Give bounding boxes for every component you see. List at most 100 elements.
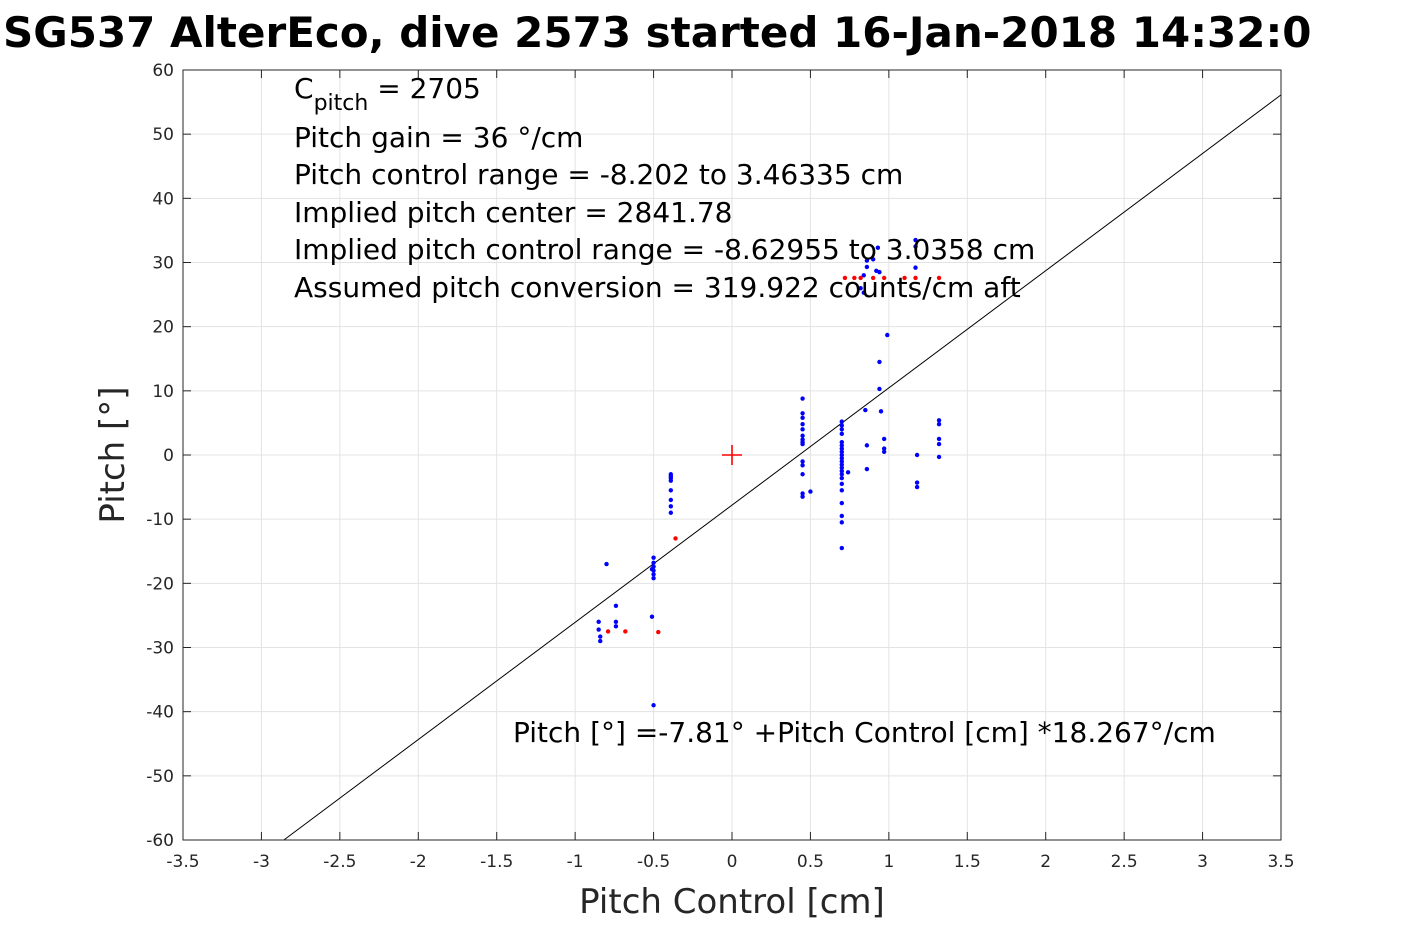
data-point-blue bbox=[870, 257, 876, 262]
data-point-red bbox=[623, 629, 628, 634]
x-tick-label: 3.5 bbox=[1267, 852, 1294, 872]
data-point-blue bbox=[863, 407, 868, 413]
y-tick-label: -60 bbox=[146, 831, 174, 851]
data-point-blue bbox=[877, 386, 882, 392]
x-tick-label: 0.5 bbox=[797, 852, 824, 872]
center-marker-layer bbox=[722, 445, 742, 465]
data-point-blue bbox=[913, 265, 918, 270]
x-tick-label: -2 bbox=[410, 852, 427, 872]
data-point-blue bbox=[839, 431, 844, 437]
data-point-blue bbox=[839, 452, 844, 458]
data-point-blue bbox=[881, 446, 887, 451]
data-point-red bbox=[842, 275, 848, 281]
c-pitch-value: = 2705 bbox=[368, 72, 481, 105]
x-tick-label: 3 bbox=[1197, 852, 1208, 872]
data-point-blue bbox=[651, 572, 656, 577]
x-tick-label: 2.5 bbox=[1111, 852, 1138, 872]
data-point-blue bbox=[596, 619, 601, 625]
data-point-blue bbox=[839, 500, 844, 506]
data-point-blue bbox=[839, 443, 844, 448]
data-point-blue bbox=[839, 446, 844, 451]
data-point-blue bbox=[800, 459, 805, 464]
y-tick-label: -40 bbox=[146, 703, 174, 723]
data-point-blue bbox=[864, 466, 870, 472]
data-point-red bbox=[656, 629, 661, 635]
data-point-blue bbox=[839, 427, 844, 432]
data-point-blue bbox=[839, 468, 844, 474]
data-point-blue bbox=[613, 619, 619, 625]
data-point-blue bbox=[800, 422, 805, 427]
data-point-blue bbox=[839, 465, 844, 471]
annotation-pitch-conversion: Assumed pitch conversion = 319.922 count… bbox=[294, 271, 1021, 304]
y-tick-label: -30 bbox=[146, 639, 174, 659]
data-point-blue bbox=[668, 478, 674, 483]
y-tick-label: -50 bbox=[146, 767, 174, 787]
x-tick-label: 1 bbox=[883, 852, 894, 872]
y-tick-label: 0 bbox=[163, 446, 174, 466]
data-point-blue bbox=[864, 443, 870, 448]
data-point-red bbox=[913, 275, 918, 281]
data-point-red bbox=[852, 275, 857, 281]
data-point-blue bbox=[808, 489, 813, 494]
data-point-blue bbox=[839, 472, 844, 477]
data-point-blue bbox=[651, 703, 656, 708]
data-point-blue bbox=[878, 409, 884, 414]
y-tick-label: 40 bbox=[152, 189, 174, 209]
data-points bbox=[596, 237, 942, 708]
data-point-blue bbox=[877, 269, 882, 275]
x-tick-label: -2.5 bbox=[323, 852, 356, 872]
x-tick-label: -1 bbox=[567, 852, 584, 872]
data-point-blue bbox=[845, 470, 851, 475]
x-tick-label: 2 bbox=[1040, 852, 1051, 872]
data-point-blue bbox=[936, 441, 942, 447]
data-point-red bbox=[605, 629, 611, 634]
data-point-red bbox=[936, 275, 942, 281]
y-tick-label: 50 bbox=[152, 125, 174, 145]
data-point-blue bbox=[839, 456, 844, 461]
data-point-blue bbox=[914, 480, 920, 485]
chart-title: SG537 AlterEco, dive 2573 started 16-Jan… bbox=[3, 8, 1311, 57]
data-point-blue bbox=[800, 494, 805, 499]
data-point-blue bbox=[800, 463, 805, 468]
y-tick-label: 20 bbox=[152, 318, 174, 338]
annotation-implied-control-range: Implied pitch control range = -8.62955 t… bbox=[294, 233, 1035, 266]
data-point-blue bbox=[800, 433, 805, 438]
data-point-blue bbox=[800, 491, 805, 496]
data-point-blue bbox=[839, 419, 844, 424]
data-point-blue bbox=[839, 475, 844, 481]
x-axis-label: Pitch Control [cm] bbox=[579, 882, 885, 922]
annotation-c-pitch: Cpitch = 2705 bbox=[294, 72, 481, 116]
data-point-blue bbox=[800, 472, 805, 477]
data-point-blue bbox=[598, 634, 603, 639]
data-point-red bbox=[858, 275, 863, 281]
data-point-blue bbox=[613, 624, 619, 629]
data-point-blue bbox=[839, 439, 844, 445]
data-point-blue bbox=[839, 449, 844, 454]
data-point-blue bbox=[839, 513, 844, 519]
data-point-blue bbox=[668, 510, 674, 515]
data-point-blue bbox=[668, 497, 674, 503]
y-axis-label: Pitch [°] bbox=[93, 386, 133, 523]
data-point-blue bbox=[839, 459, 844, 464]
data-point-blue bbox=[885, 332, 890, 338]
data-point-blue bbox=[864, 258, 870, 263]
data-point-blue bbox=[881, 449, 887, 454]
y-tick-label: 30 bbox=[152, 254, 174, 274]
data-point-blue bbox=[936, 418, 942, 423]
data-point-blue bbox=[936, 436, 942, 442]
data-point-blue bbox=[800, 411, 805, 416]
fit-equation-label: Pitch [°] =-7.81° +Pitch Control [cm] *1… bbox=[513, 716, 1216, 749]
data-point-red bbox=[902, 275, 907, 281]
fit-line bbox=[283, 94, 1282, 841]
y-tick-label: -10 bbox=[146, 510, 174, 530]
data-point-red bbox=[673, 536, 678, 541]
x-tick-label: -3 bbox=[253, 852, 270, 872]
annotation-block: Cpitch = 2705 Pitch gain = 36 °/cm Pitch… bbox=[294, 72, 1035, 304]
data-point-blue bbox=[800, 396, 805, 401]
data-point-blue bbox=[596, 627, 601, 632]
data-point-blue bbox=[839, 481, 844, 487]
fit-line-layer bbox=[283, 94, 1282, 841]
x-tick-label: -0.5 bbox=[637, 852, 670, 872]
data-point-blue bbox=[604, 561, 609, 567]
